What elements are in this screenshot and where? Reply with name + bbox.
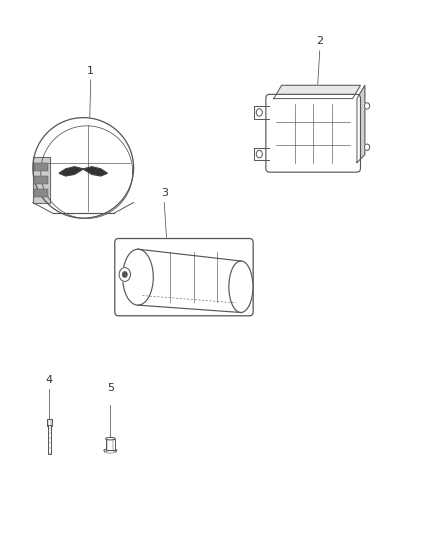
Polygon shape — [33, 157, 50, 203]
Text: 1: 1 — [87, 66, 94, 76]
Ellipse shape — [104, 449, 117, 452]
Circle shape — [256, 109, 262, 116]
Polygon shape — [138, 249, 241, 312]
Circle shape — [119, 268, 131, 281]
FancyBboxPatch shape — [266, 94, 360, 172]
Bar — [34, 189, 48, 197]
Text: 5: 5 — [107, 383, 114, 393]
Bar — [106, 439, 115, 450]
Ellipse shape — [106, 438, 115, 440]
Text: 2: 2 — [316, 36, 323, 46]
Ellipse shape — [229, 261, 253, 312]
Circle shape — [364, 103, 370, 109]
Polygon shape — [357, 85, 365, 163]
Polygon shape — [83, 167, 107, 176]
Circle shape — [256, 150, 262, 158]
FancyBboxPatch shape — [46, 419, 53, 426]
Bar — [48, 425, 51, 454]
Text: 4: 4 — [46, 375, 53, 385]
Ellipse shape — [123, 249, 153, 305]
Ellipse shape — [105, 451, 117, 453]
Text: 3: 3 — [161, 188, 168, 198]
Bar — [34, 176, 48, 184]
Circle shape — [123, 272, 127, 277]
Bar — [34, 163, 48, 171]
Circle shape — [364, 144, 370, 150]
Polygon shape — [59, 167, 83, 176]
Polygon shape — [274, 85, 360, 99]
